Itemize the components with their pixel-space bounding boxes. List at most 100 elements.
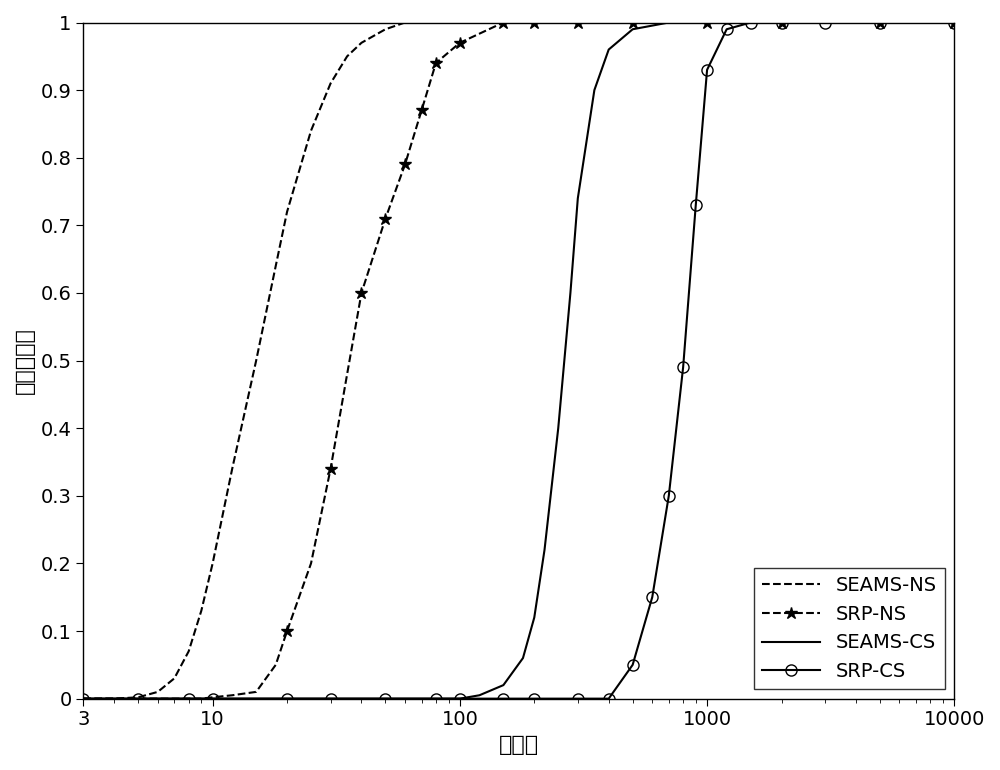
SEAMS-CS <box>603 45 615 54</box>
SRP-NS <box>776 18 788 27</box>
SEAMS-CS <box>528 613 540 622</box>
Line: SRP-CS: SRP-CS <box>83 22 954 698</box>
SEAMS-NS <box>948 18 960 27</box>
SEAMS-NS <box>305 126 317 136</box>
SRP-NS <box>430 59 442 68</box>
X-axis label: 快拍数: 快拍数 <box>499 735 539 755</box>
SEAMS-NS <box>341 52 353 61</box>
SRP-CS <box>721 25 733 34</box>
SRP-NS <box>168 694 180 703</box>
SRP-NS <box>497 18 509 27</box>
SEAMS-NS <box>281 207 293 216</box>
SEAMS-CS <box>701 18 713 27</box>
SRP-CS <box>874 18 886 27</box>
SRP-NS <box>572 18 584 27</box>
SEAMS-NS <box>207 559 219 568</box>
SEAMS-CS <box>517 654 529 663</box>
SEAMS-NS <box>132 693 144 702</box>
SRP-CS <box>497 694 509 703</box>
SRP-CS <box>603 694 615 703</box>
SRP-NS <box>355 288 367 297</box>
Legend: SEAMS-NS, SRP-NS, SEAMS-CS, SRP-CS: SEAMS-NS, SRP-NS, SEAMS-CS, SRP-CS <box>754 568 945 689</box>
SEAMS-NS <box>270 261 282 270</box>
SRP-CS <box>77 694 89 703</box>
SEAMS-NS <box>325 79 337 88</box>
SRP-NS <box>325 464 337 474</box>
SRP-CS <box>948 18 960 27</box>
SRP-NS <box>195 694 207 703</box>
SRP-CS <box>663 491 675 500</box>
SEAMS-CS <box>325 694 337 703</box>
SEAMS-NS <box>183 647 195 656</box>
SEAMS-CS <box>572 194 584 203</box>
SEAMS-CS <box>497 681 509 690</box>
SRP-CS <box>132 694 144 703</box>
SRP-CS <box>183 694 195 703</box>
SRP-NS <box>226 691 238 700</box>
SRP-NS <box>341 370 353 379</box>
SEAMS-CS <box>132 694 144 703</box>
SRP-CS <box>430 694 442 703</box>
SEAMS-CS <box>552 424 564 433</box>
SRP-CS <box>627 660 639 669</box>
SEAMS-CS <box>588 85 600 95</box>
SEAMS-NS <box>108 694 120 703</box>
SEAMS-NS <box>627 18 639 27</box>
SEAMS-NS <box>152 688 164 697</box>
SEAMS-NS <box>497 18 509 27</box>
SRP-CS <box>281 694 293 703</box>
SEAMS-CS <box>663 18 675 27</box>
SRP-CS <box>646 593 658 602</box>
SEAMS-NS <box>416 18 428 27</box>
SRP-CS <box>325 694 337 703</box>
SRP-NS <box>281 627 293 636</box>
SEAMS-CS <box>564 288 576 297</box>
SRP-CS <box>677 363 689 372</box>
SEAMS-NS <box>528 18 540 27</box>
SEAMS-CS <box>539 545 551 554</box>
SEAMS-CS <box>473 691 485 700</box>
SRP-NS <box>627 18 639 27</box>
SEAMS-CS <box>874 18 886 27</box>
SRP-CS <box>690 200 702 209</box>
SEAMS-CS <box>281 694 293 703</box>
SRP-NS <box>305 559 317 568</box>
SEAMS-CS <box>77 694 89 703</box>
SEAMS-CS <box>454 694 466 703</box>
SRP-NS <box>270 660 282 669</box>
SRP-NS <box>379 214 391 223</box>
SRP-CS <box>776 18 788 27</box>
SRP-NS <box>77 694 89 703</box>
SEAMS-NS <box>379 25 391 34</box>
Line: SRP-NS: SRP-NS <box>83 22 954 698</box>
Line: SEAMS-NS: SEAMS-NS <box>83 22 954 698</box>
SEAMS-NS <box>195 606 207 615</box>
SRP-NS <box>132 694 144 703</box>
SRP-NS <box>250 688 262 697</box>
SRP-NS <box>948 18 960 27</box>
SRP-NS <box>399 160 411 169</box>
SEAMS-NS <box>874 18 886 27</box>
SEAMS-NS <box>454 18 466 27</box>
SEAMS-NS <box>399 18 411 27</box>
SRP-NS <box>701 18 713 27</box>
SEAMS-CS <box>379 694 391 703</box>
SRP-CS <box>454 694 466 703</box>
SEAMS-CS <box>430 694 442 703</box>
SRP-CS <box>745 18 757 27</box>
SRP-NS <box>454 38 466 48</box>
SEAMS-CS <box>207 694 219 703</box>
SEAMS-NS <box>701 18 713 27</box>
SRP-NS <box>416 105 428 115</box>
SEAMS-NS <box>226 464 238 474</box>
SRP-NS <box>183 694 195 703</box>
SRP-CS <box>572 694 584 703</box>
SEAMS-CS <box>776 18 788 27</box>
Line: SEAMS-CS: SEAMS-CS <box>83 22 954 698</box>
Y-axis label: 估计准确率: 估计准确率 <box>15 327 35 394</box>
SRP-CS <box>701 65 713 75</box>
SRP-CS <box>819 18 831 27</box>
SEAMS-NS <box>77 694 89 703</box>
SRP-CS <box>528 694 540 703</box>
SEAMS-NS <box>250 356 262 365</box>
